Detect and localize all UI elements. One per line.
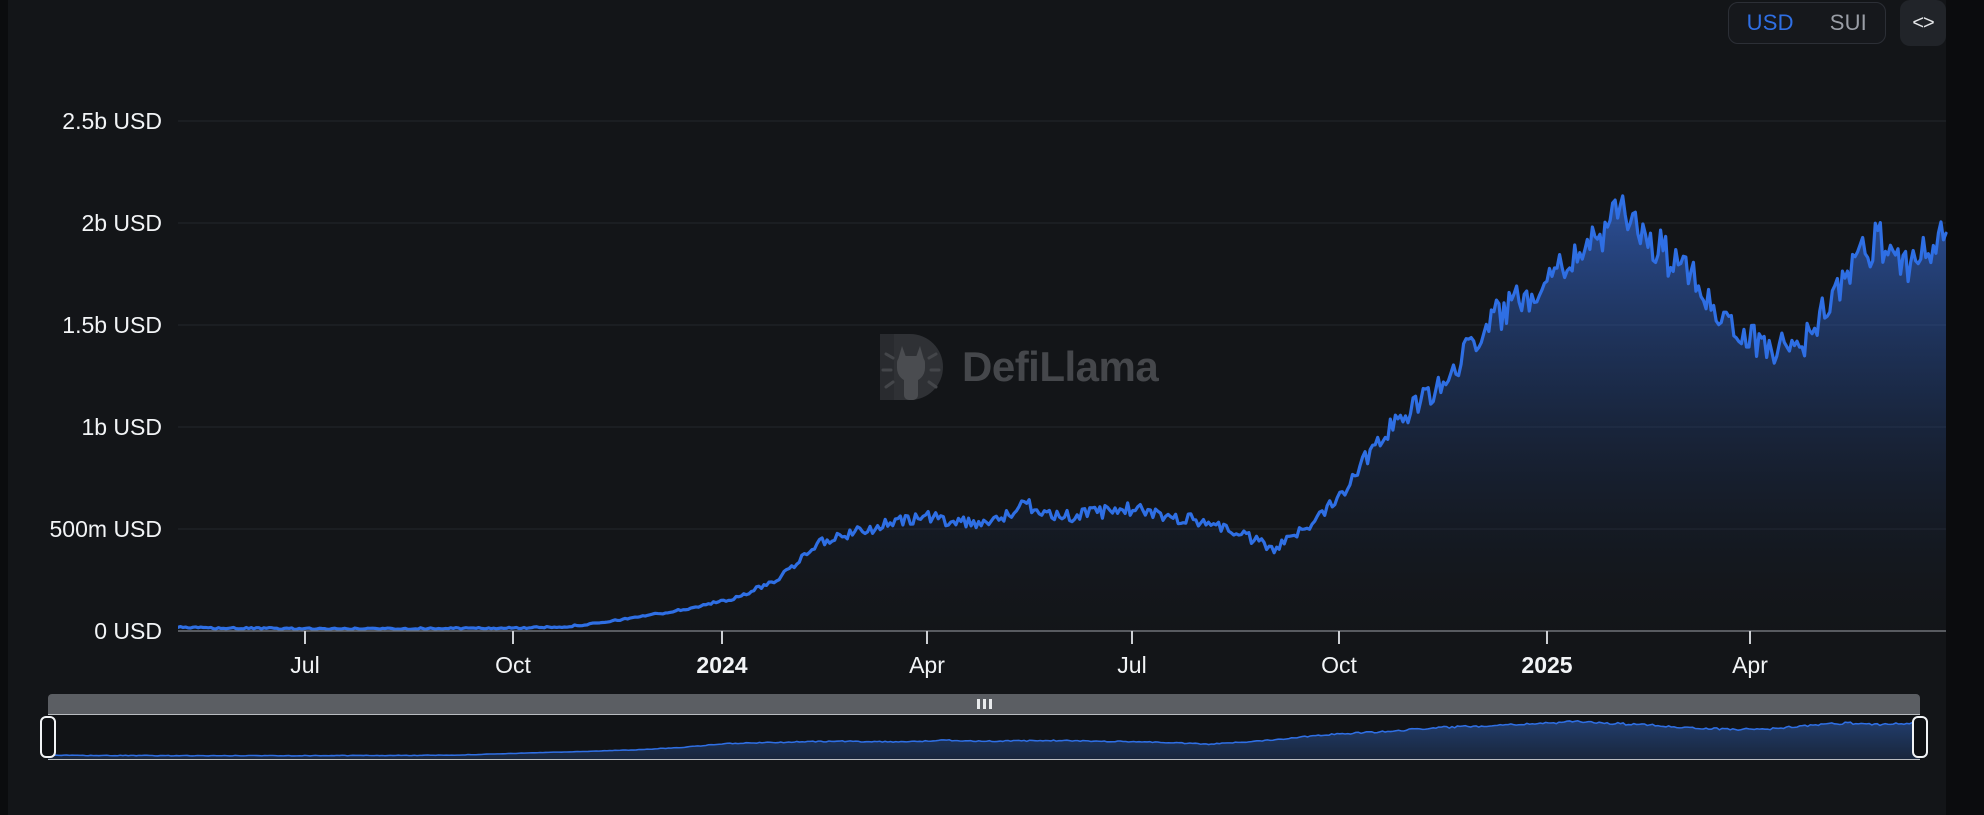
x-tick-label: Oct (1321, 652, 1357, 678)
brush-series-area (48, 720, 1920, 759)
currency-option-usd[interactable]: USD (1746, 10, 1794, 35)
x-tick-label: Jul (290, 652, 319, 678)
embed-code-button[interactable]: <> (1900, 0, 1946, 46)
y-axis-labels: 0 USD 500m USD 1b USD 1.5b USD 2b USD 2.5b US… (50, 108, 162, 644)
y-tick-label: 2b USD (81, 210, 162, 236)
brush-handle-left[interactable] (40, 716, 56, 758)
x-axis-ticks (304, 631, 1751, 644)
y-tick-label: 2.5b USD (62, 108, 162, 134)
code-brackets-icon: <> (1912, 12, 1934, 34)
brush-handle-right[interactable] (1912, 716, 1928, 758)
y-tick-label: 1b USD (81, 414, 162, 440)
x-tick-label: Oct (495, 652, 531, 678)
y-tick-label: 0 USD (94, 618, 162, 644)
chart-range-brush[interactable] (40, 694, 1928, 760)
y-tick-label: 1.5b USD (62, 312, 162, 338)
y-tick-label: 500m USD (50, 516, 162, 542)
x-tick-label: Jul (1117, 652, 1146, 678)
brush-overview-chart (48, 714, 1920, 760)
series-line (178, 194, 1948, 631)
x-axis-labels: Jul Oct 2024 Apr Jul Oct 2025 Apr (290, 652, 1768, 678)
brush-drag-bar[interactable] (48, 694, 1920, 714)
currency-option-sui[interactable]: SUI (1829, 10, 1867, 35)
x-tick-label: Apr (909, 652, 945, 678)
x-tick-label: Apr (1732, 652, 1768, 678)
chart-controls: USD SUI <> (1727, 0, 1946, 46)
x-tick-label: 2024 (696, 652, 747, 678)
currency-toggle[interactable]: USD SUI (1727, 2, 1886, 44)
x-tick-label: 2025 (1521, 652, 1572, 678)
brush-series-line (48, 719, 1920, 757)
drag-handle-icon (976, 699, 992, 709)
